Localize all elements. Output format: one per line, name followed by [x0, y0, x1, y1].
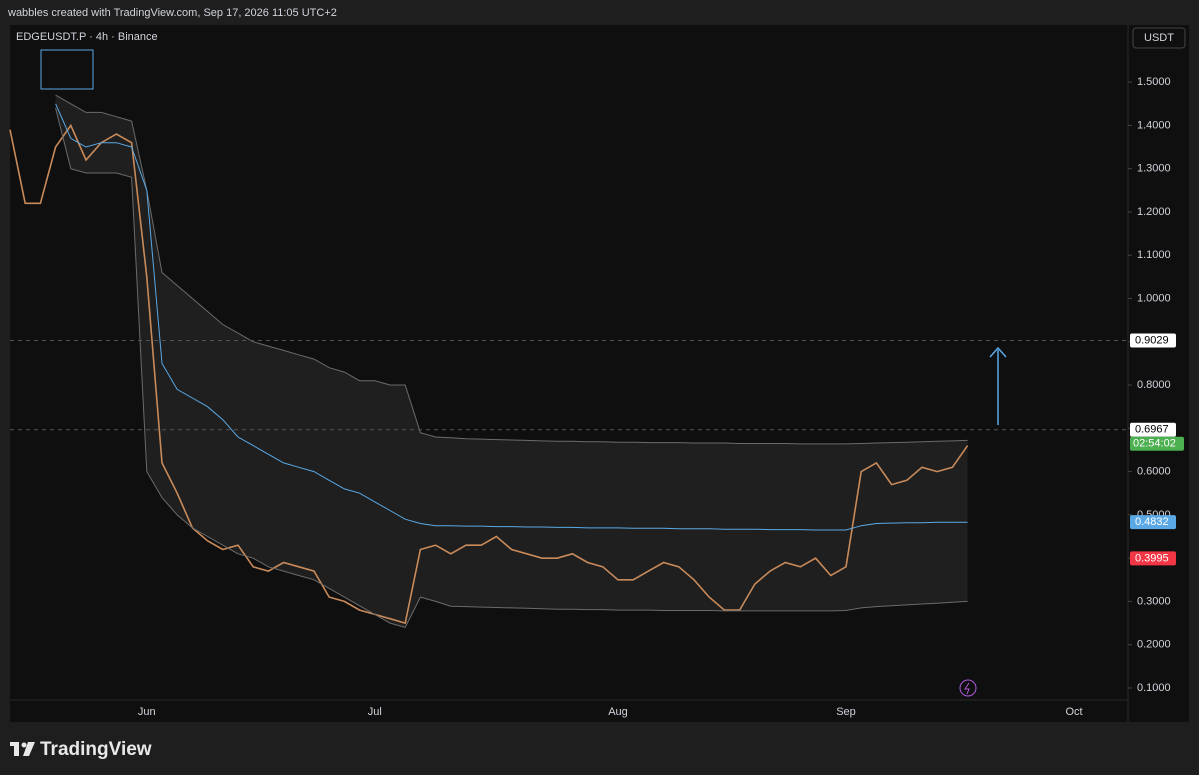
arrow-head: [989, 346, 1007, 358]
price-label: 0.4832: [1135, 516, 1169, 528]
y-tick-label: 0.6000: [1137, 466, 1171, 478]
band-line: [55, 103, 968, 531]
x-tick-label: Oct: [1065, 706, 1082, 718]
y-tick-label: 0.1000: [1137, 682, 1171, 694]
price-label-box: [1130, 333, 1176, 348]
price-label-box: [1130, 551, 1176, 566]
alert-bolt: [964, 682, 970, 695]
y-tick-label: 1.5000: [1137, 76, 1171, 88]
y-tick-label: 1.2000: [1137, 206, 1171, 218]
countdown: 02:54:02: [1133, 438, 1176, 450]
highlight-box: [40, 49, 94, 90]
logo-part: [21, 742, 27, 748]
y-tick-label: 1.4000: [1137, 119, 1171, 131]
price-label: 0.3995: [1135, 552, 1169, 564]
y-tick-label: 0.8000: [1137, 379, 1171, 391]
price-label-box: [1130, 422, 1176, 437]
y-tick-label: 1.0000: [1137, 292, 1171, 304]
band-fill: [55, 95, 968, 628]
footer-brand: TradingView: [40, 739, 152, 760]
x-tick-label: Jul: [368, 706, 382, 718]
footer-logo: [10, 742, 35, 756]
price-label: 0.9029: [1135, 334, 1169, 346]
alert-icon[interactable]: [959, 679, 977, 697]
x-tick-label: Sep: [836, 706, 856, 718]
x-tick-label: Aug: [608, 706, 628, 718]
y-tick-label: 1.3000: [1137, 163, 1171, 175]
chart-title: EDGEUSDT.P · 4h · Binance: [16, 31, 158, 43]
logo-part: [23, 742, 35, 756]
unit-box: [1132, 27, 1186, 49]
band-line: [55, 107, 968, 628]
plot-area: [10, 25, 1128, 722]
y-tick-label: 1.1000: [1137, 249, 1171, 261]
header-text: wabbles created with TradingView.com, Se…: [7, 7, 337, 19]
y-tick-label: 0.2000: [1137, 639, 1171, 651]
countdown-box: [1130, 436, 1184, 451]
x-tick-label: Jun: [138, 706, 156, 718]
y-tick-label: 0.3000: [1137, 595, 1171, 607]
y-axis-label: USDT: [1144, 32, 1174, 44]
band-line: [55, 94, 968, 445]
price-axis: [1128, 25, 1189, 722]
price-line: [9, 123, 969, 625]
price-label: 0.6967: [1135, 424, 1169, 436]
logo-part: [14, 742, 19, 756]
price-label-box: [1130, 515, 1176, 530]
